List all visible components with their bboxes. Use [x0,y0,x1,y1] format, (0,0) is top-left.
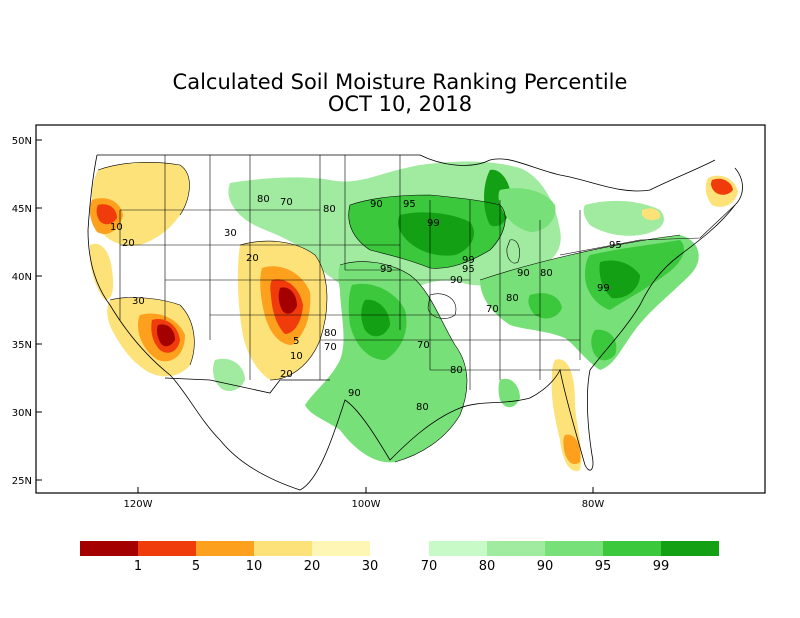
color-legend: 1 5 10 20 30 70 80 90 95 99 [80,541,719,574]
contour-label: 80 [324,328,337,339]
lat-tick-label: 35N [12,340,32,351]
contour-label: 80 [257,194,270,205]
legend-swatch [254,541,312,556]
lat-tick-label: 25N [12,476,32,487]
contour-label: 5 [293,336,299,347]
contour-label: 20 [246,253,259,264]
legend-label: 20 [304,559,321,574]
legend-swatch [138,541,196,556]
map-outlines [87,154,743,491]
region-oregon-driest [96,204,117,225]
contour-label: 80 [323,204,336,215]
region-texas-wet [305,261,467,463]
legend-swatch [661,541,719,556]
contour-label: 30 [224,228,237,239]
contour-label: 80 [450,365,463,376]
lat-tick-label: 40N [12,272,32,283]
legend-swatch [603,541,661,556]
region-socal-1pct [156,324,175,347]
contour-label: 80 [540,268,553,279]
chart-date: OCT 10, 2018 [327,92,473,116]
contour-label-group: 10 20 30 30 20 5 10 20 80 70 80 90 95 99… [110,194,622,413]
legend-swatch [429,541,487,556]
contour-label: 20 [280,369,293,380]
legend-label: 95 [595,559,612,574]
state-borders-ew [120,209,580,371]
contour-label: 10 [110,222,123,233]
contour-label: 90 [370,199,383,210]
legend-swatch [80,541,138,556]
legend-label: 99 [653,559,670,574]
legend-label: 70 [421,559,438,574]
lon-axis: 120W 100W 80W [124,487,605,510]
contour-label: 99 [597,283,610,294]
contour-label: 30 [132,296,145,307]
region-kentucky-verywet [528,293,562,319]
coastline [87,154,743,491]
region-maine-driest [711,178,733,195]
canada-border [97,154,716,192]
contour-label: 99 [462,255,475,266]
map-regions [89,161,738,471]
region-arizona-wet [213,358,245,392]
contour-label: 90 [348,388,361,399]
region-midwest-99 [397,212,475,256]
legend-label: 5 [192,559,200,574]
legend-label: 30 [362,559,379,574]
contour-label: 20 [122,238,135,249]
legend-label: 80 [479,559,496,574]
contour-label: 95 [462,264,475,275]
mexico-border [164,377,330,394]
region-michigan-wet [498,188,556,232]
region-colorado-1pct [278,287,297,314]
lat-tick-label: 30N [12,408,32,419]
contour-label: 10 [290,351,303,362]
lon-tick-label: 80W [582,499,605,510]
region-florida-drier [563,434,581,465]
contour-label: 99 [427,218,440,229]
contour-label: 95 [609,240,622,251]
region-oklahoma-99 [361,299,390,337]
legend-swatch [545,541,603,556]
legend-swatch [312,541,370,556]
contour-label: 70 [280,197,293,208]
lon-tick-label: 100W [352,499,381,510]
legend-label: 90 [537,559,554,574]
legend-swatch [196,541,254,556]
lat-tick-label: 45N [12,204,32,215]
chart-title: Calculated Soil Moisture Ranking Percent… [172,70,628,94]
region-california-north-dry [90,243,114,300]
lat-tick-label: 50N [12,136,32,147]
region-carolina-verywet [591,329,617,361]
region-virginia-99 [599,260,640,299]
region-pennsylvania-dry [642,208,661,221]
contour-label: 70 [324,342,337,353]
contour-label: 70 [486,304,499,315]
state-borders-ne [559,204,736,256]
contour-label: 90 [517,268,530,279]
contour-lines [97,161,681,463]
contour-label: 70 [417,340,430,351]
contour-label: 80 [416,402,429,413]
contour-label: 90 [450,275,463,286]
contour-label: 95 [380,264,393,275]
contour-label: 80 [506,293,519,304]
region-mississippi-wet [498,378,520,408]
legend-swatch [487,541,545,556]
state-borders-ns [119,155,581,390]
legend-label: 10 [246,559,263,574]
lon-tick-label: 120W [124,499,153,510]
legend-label: 1 [134,559,142,574]
contour-label: 95 [403,199,416,210]
lat-axis: 50N 45N 40N 35N 30N 25N [12,136,42,487]
